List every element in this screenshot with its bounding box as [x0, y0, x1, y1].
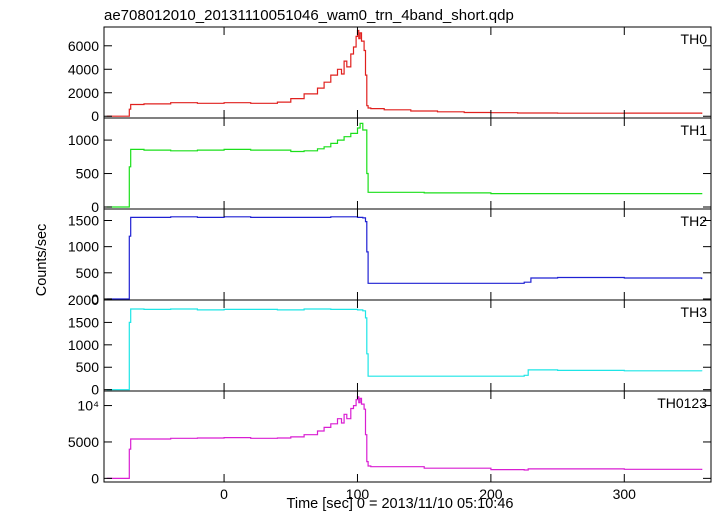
- y-tick-label: 10⁴: [77, 398, 99, 414]
- y-tick-label: 500: [76, 166, 100, 182]
- series-line-th1: [106, 122, 703, 208]
- x-tick-label: 100: [346, 486, 370, 502]
- panel-frame-th0123: [103, 390, 712, 483]
- y-axis-label: Counts/sec: [34, 224, 50, 297]
- panel-label-th0123: TH0123: [657, 395, 707, 411]
- y-tick-label: 500: [76, 265, 100, 281]
- panel-label-th0: TH0: [681, 31, 708, 47]
- y-tick-label: 0: [91, 382, 99, 398]
- x-tick-label: 300: [613, 486, 637, 502]
- panel-label-th1: TH1: [681, 122, 708, 138]
- x-tick-label: 0: [220, 486, 228, 502]
- y-tick-label: 2000: [68, 292, 99, 308]
- y-tick-label: 6000: [68, 38, 99, 54]
- chart-title: ae708012010_20131110051046_wam0_trn_4ban…: [104, 7, 514, 24]
- x-tick-label: 200: [479, 486, 503, 502]
- y-tick-label: 1000: [68, 239, 99, 255]
- series-line-th0123: [106, 396, 703, 479]
- y-tick-label: 4000: [68, 61, 99, 77]
- panel-frame-th2: [103, 208, 712, 301]
- y-tick-label: 0: [91, 199, 99, 215]
- y-tick-label: 0: [91, 108, 99, 124]
- y-tick-label: 1500: [68, 314, 99, 330]
- y-tick-label: 500: [76, 359, 100, 375]
- series-line-th3: [106, 308, 703, 391]
- y-tick-label: 1000: [68, 132, 99, 148]
- panel-frame-th3: [103, 299, 712, 392]
- y-tick-label: 0: [91, 470, 99, 486]
- y-tick-label: 2000: [68, 85, 99, 101]
- y-tick-label: 0: [91, 291, 99, 307]
- series-line-th0: [106, 29, 703, 117]
- panels-group: TH00200040006000TH105001000TH20500100015…: [68, 26, 712, 502]
- panel-frame-th1: [103, 117, 712, 210]
- series-line-th2: [106, 216, 703, 300]
- y-tick-label: 5000: [68, 434, 99, 450]
- x-axis-label: Time [sec] 0 = 2013/11/10 05:10:46: [287, 496, 514, 512]
- panel-label-th3: TH3: [681, 304, 708, 320]
- panel-frame-th0: [103, 26, 712, 119]
- panel-label-th2: TH2: [681, 213, 708, 229]
- y-tick-label: 1000: [68, 337, 99, 353]
- y-tick-label: 1500: [68, 213, 99, 229]
